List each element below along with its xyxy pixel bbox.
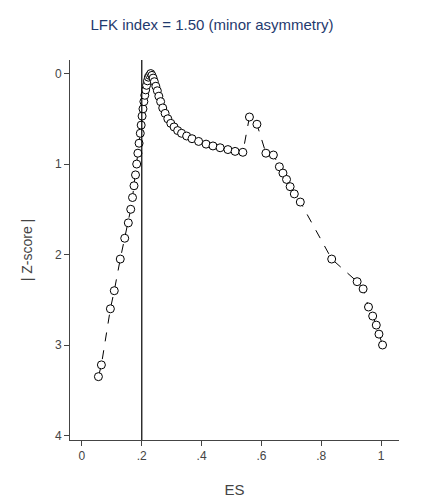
svg-text:.4: .4 bbox=[197, 449, 207, 463]
svg-text:.6: .6 bbox=[256, 449, 266, 463]
svg-text:2: 2 bbox=[55, 248, 62, 262]
svg-text:1: 1 bbox=[378, 449, 385, 463]
svg-text:.8: .8 bbox=[316, 449, 326, 463]
svg-text:| Z-score |: | Z-score | bbox=[19, 219, 35, 282]
svg-text:.2: .2 bbox=[137, 449, 147, 463]
svg-text:LFK index = 1.50 (minor asymme: LFK index = 1.50 (minor asymmetry) bbox=[91, 16, 334, 33]
svg-text:ES: ES bbox=[224, 481, 244, 498]
svg-text:1: 1 bbox=[55, 157, 62, 171]
svg-text:4: 4 bbox=[55, 429, 62, 443]
svg-text:0: 0 bbox=[79, 449, 86, 463]
svg-text:0: 0 bbox=[55, 67, 62, 81]
svg-text:3: 3 bbox=[55, 338, 62, 352]
